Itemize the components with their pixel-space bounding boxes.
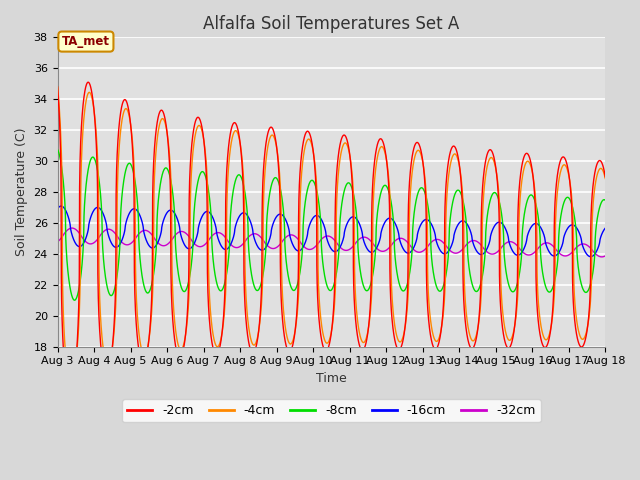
-32cm — [602, 253, 609, 259]
-2cm — [54, 84, 61, 90]
-16cm — [395, 229, 403, 235]
-2cm — [207, 331, 214, 337]
-4cm — [602, 176, 609, 181]
-32cm — [54, 239, 61, 245]
-8cm — [395, 277, 403, 283]
-4cm — [171, 322, 179, 328]
-16cm — [602, 225, 609, 231]
-8cm — [550, 283, 557, 289]
Line: -2cm: -2cm — [58, 82, 605, 394]
-16cm — [207, 211, 214, 216]
-2cm — [550, 293, 557, 299]
-16cm — [550, 253, 557, 259]
Title: Alfalfa Soil Temperatures Set A: Alfalfa Soil Temperatures Set A — [204, 15, 460, 33]
-32cm — [385, 245, 393, 251]
-4cm — [207, 311, 214, 317]
X-axis label: Time: Time — [316, 372, 347, 385]
-16cm — [57, 203, 65, 209]
-32cm — [550, 243, 557, 249]
-8cm — [601, 197, 609, 203]
-2cm — [66, 391, 74, 396]
-2cm — [84, 79, 92, 85]
-4cm — [601, 174, 609, 180]
Y-axis label: Soil Temperature (C): Soil Temperature (C) — [15, 128, 28, 256]
-4cm — [54, 84, 61, 90]
-4cm — [385, 177, 393, 182]
Line: -16cm: -16cm — [58, 206, 605, 257]
-8cm — [71, 297, 79, 303]
-16cm — [171, 211, 179, 217]
-2cm — [601, 173, 609, 179]
-4cm — [67, 380, 75, 385]
-8cm — [602, 197, 609, 203]
-8cm — [385, 189, 393, 194]
-2cm — [172, 341, 179, 347]
-4cm — [395, 337, 403, 343]
Text: TA_met: TA_met — [62, 35, 110, 48]
-16cm — [601, 226, 609, 231]
-32cm — [395, 236, 403, 241]
-32cm — [601, 253, 609, 259]
Legend: -2cm, -4cm, -8cm, -16cm, -32cm: -2cm, -4cm, -8cm, -16cm, -32cm — [122, 399, 541, 422]
-32cm — [171, 232, 179, 238]
-16cm — [385, 216, 393, 221]
-8cm — [54, 146, 61, 152]
-2cm — [395, 347, 403, 352]
-2cm — [602, 174, 609, 180]
-8cm — [171, 221, 179, 227]
Line: -32cm: -32cm — [58, 228, 605, 257]
-2cm — [385, 189, 393, 195]
-16cm — [54, 206, 61, 212]
-32cm — [68, 225, 76, 231]
-4cm — [550, 306, 557, 312]
-8cm — [207, 206, 214, 212]
Line: -4cm: -4cm — [58, 87, 605, 383]
Line: -8cm: -8cm — [58, 149, 605, 300]
-32cm — [207, 235, 214, 240]
-16cm — [587, 254, 595, 260]
-32cm — [598, 254, 605, 260]
